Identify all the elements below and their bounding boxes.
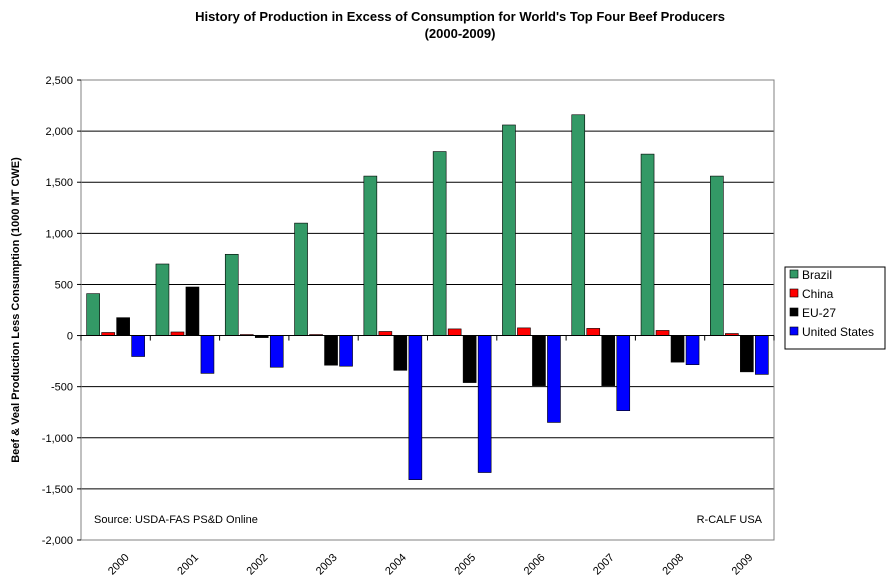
legend-label: Brazil (802, 268, 832, 282)
bar-brazil-2009 (710, 175, 724, 336)
source-note: Source: USDA-FAS PS&D Online (94, 514, 258, 526)
bar-eu-27-2007 (601, 335, 616, 386)
legend-label: United States (802, 325, 874, 339)
bar-united-states-2007 (616, 335, 631, 411)
bar-china-2007 (586, 328, 601, 336)
bar-united-states-2006 (547, 335, 561, 423)
x-tick-label: 2005 (452, 552, 478, 578)
x-tick-label: 2007 (591, 552, 617, 578)
y-tick-label: 0 (67, 331, 73, 343)
credit-note: R-CALF USA (697, 514, 763, 526)
y-tick-label: -1,000 (42, 433, 73, 445)
bar-united-states-2004 (408, 335, 423, 480)
bar-united-states-2008 (685, 335, 700, 365)
bar-united-states-2005 (477, 335, 492, 473)
y-tick-label: 2,500 (45, 75, 73, 87)
bar-eu-27-2001 (185, 286, 200, 336)
bar-united-states-2001 (200, 335, 215, 374)
y-tick-label: 1,000 (45, 228, 73, 240)
legend-label: China (802, 287, 834, 301)
y-tick-label: 1,500 (45, 177, 73, 189)
bar-eu-27-2006 (532, 335, 546, 386)
y-axis-title: Beef & Veal Production Less Consumption … (10, 157, 22, 463)
bar-china-2001 (170, 331, 185, 336)
bar-brazil-2001 (155, 263, 170, 336)
legend-swatch (789, 326, 799, 336)
bar-eu-27-2000 (116, 317, 130, 336)
y-tick-label: 2,000 (45, 126, 73, 138)
bar-eu-27-2003 (324, 335, 338, 366)
bar-brazil-2003 (294, 222, 308, 336)
y-tick-label: -500 (51, 382, 73, 394)
y-tick-label: -1,500 (42, 484, 73, 496)
bar-eu-27-2005 (462, 335, 477, 383)
legend-swatch (789, 288, 799, 298)
bar-brazil-2007 (571, 114, 586, 336)
gridlines (81, 130, 774, 490)
bar-united-states-2002 (269, 335, 284, 368)
x-tick-label: 2009 (730, 552, 756, 578)
y-tick-label: 500 (55, 279, 73, 291)
bar-brazil-2008 (640, 153, 655, 336)
bar-china-2004 (378, 331, 393, 336)
x-tick-label: 2008 (660, 552, 686, 578)
chart-subtitle: (2000-2009) (425, 26, 496, 41)
bar-brazil-2006 (502, 124, 516, 336)
bar-eu-27-2008 (670, 335, 685, 363)
bar-eu-27-2009 (740, 335, 754, 373)
y-tick-label: -2,000 (42, 535, 73, 547)
plot-area (80, 79, 775, 541)
bar-brazil-2005 (432, 151, 447, 336)
bar-eu-27-2004 (393, 335, 408, 371)
legend-swatch (789, 307, 799, 317)
bar-united-states-2009 (755, 335, 769, 375)
y-axis-ticks: -2,000 -1,500 -1,000 -500 0 500 1,000 1,500 2,00… (42, 75, 81, 547)
bar-china-2006 (517, 327, 531, 336)
x-tick-label: 2004 (383, 552, 409, 578)
bar-brazil-2002 (224, 253, 239, 336)
x-tick-label: 2006 (522, 552, 548, 578)
bar-china-2005 (447, 328, 462, 336)
bar-united-states-2000 (131, 335, 145, 357)
x-tick-label: 2002 (245, 552, 271, 578)
x-tick-label: 2003 (314, 552, 340, 578)
legend-box (784, 266, 886, 350)
bars (86, 114, 769, 480)
bar-united-states-2003 (339, 335, 353, 367)
bar-brazil-2004 (363, 175, 378, 336)
x-axis-ticks: 2000 2001 2002 2003 2004 2005 2006 2007 2008 2009 (80, 335, 775, 578)
bar-china-2008 (655, 330, 670, 336)
x-tick-label: 2001 (175, 552, 201, 578)
legend: Brazil China EU-27 United States (784, 266, 886, 350)
legend-swatch (789, 269, 799, 279)
bar-brazil-2000 (86, 293, 100, 336)
x-tick-label: 2000 (106, 552, 132, 578)
legend-label: EU-27 (802, 306, 836, 320)
chart-title: History of Production in Excess of Consu… (195, 9, 725, 24)
